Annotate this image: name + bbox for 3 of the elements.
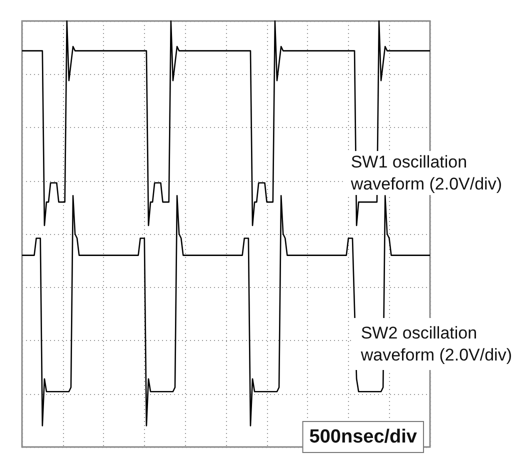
- annotation: SW2 oscillation waveform (2.0V/div): [360, 324, 512, 364]
- annotation: 500nsec/div: [309, 426, 418, 448]
- annotation: SW1 oscillation waveform (2.0V/div): [350, 152, 502, 194]
